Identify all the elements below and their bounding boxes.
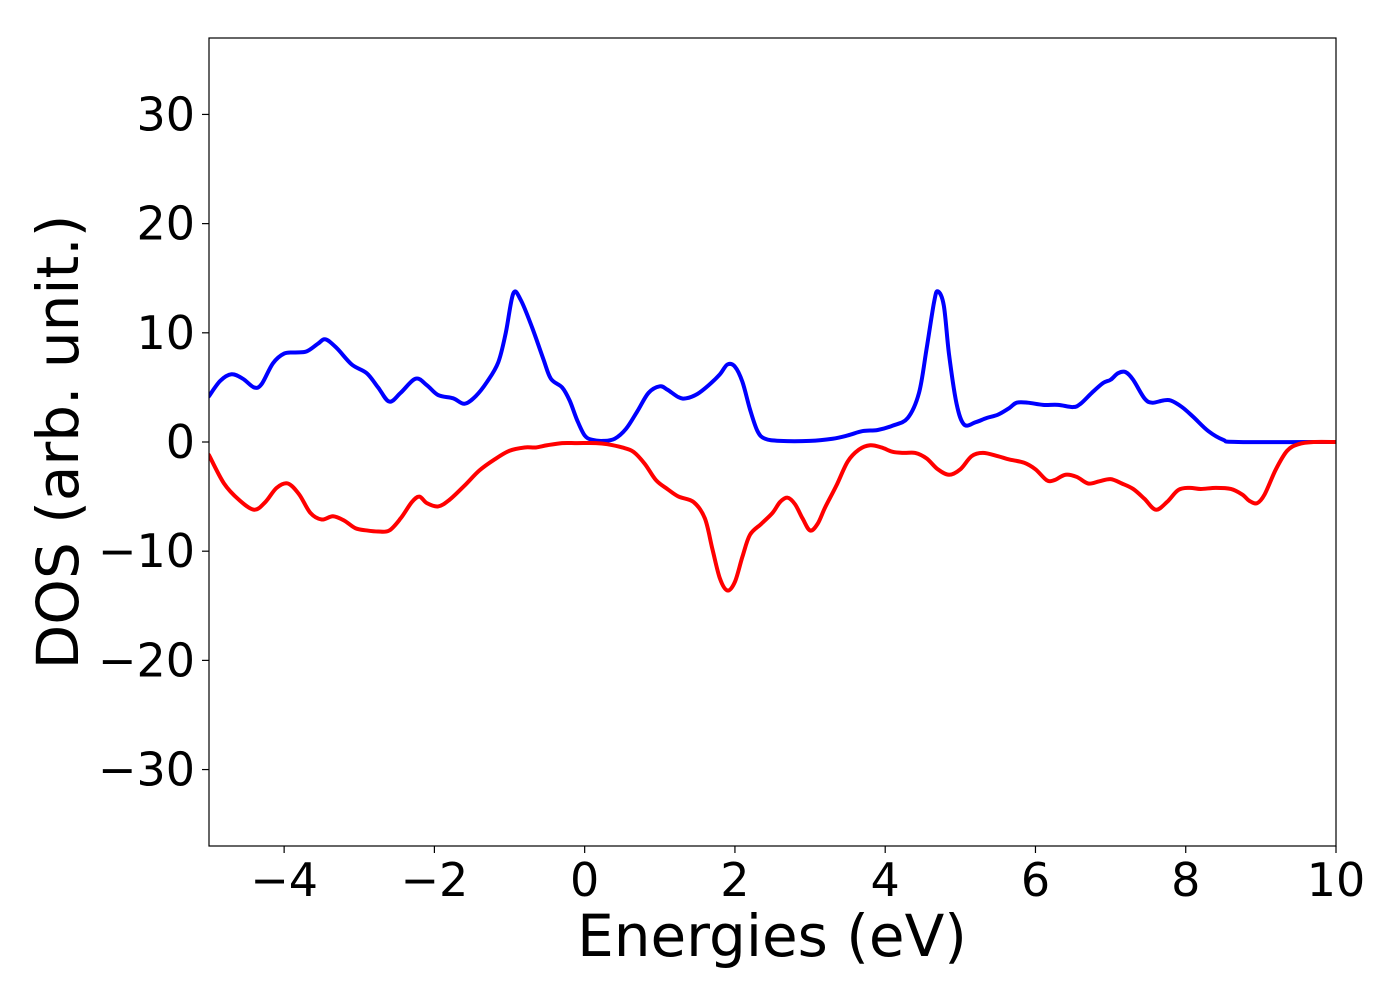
y-tick-label: −10 [98,524,195,578]
x-tick-label: 10 [1307,853,1366,907]
x-tick-label: 0 [570,853,599,907]
x-axis-label: Energies (eV) [577,902,967,970]
x-tick-label: 8 [1171,853,1200,907]
y-tick-label: −30 [98,743,195,797]
x-tick-label: 2 [720,853,749,907]
x-tick-label: 4 [871,853,900,907]
series-line-2 [209,439,1336,593]
y-tick-label: 30 [136,87,195,141]
series-layer [209,289,1336,593]
y-axis-label: DOS (arb. unit.) [24,215,92,670]
x-axis: −4 −2 0 2 4 6 8 10 [250,846,1365,907]
series-line-1 [209,289,1336,445]
y-tick-label: 0 [166,415,195,469]
y-tick-label: 10 [136,306,195,360]
x-tick-label: −4 [250,853,318,907]
x-tick-label: 6 [1021,853,1050,907]
y-tick-label: 20 [136,197,195,251]
y-tick-label: −20 [98,633,195,687]
y-axis: −30 −20 −10 0 10 20 30 [98,87,209,797]
x-tick-label: −2 [400,853,468,907]
